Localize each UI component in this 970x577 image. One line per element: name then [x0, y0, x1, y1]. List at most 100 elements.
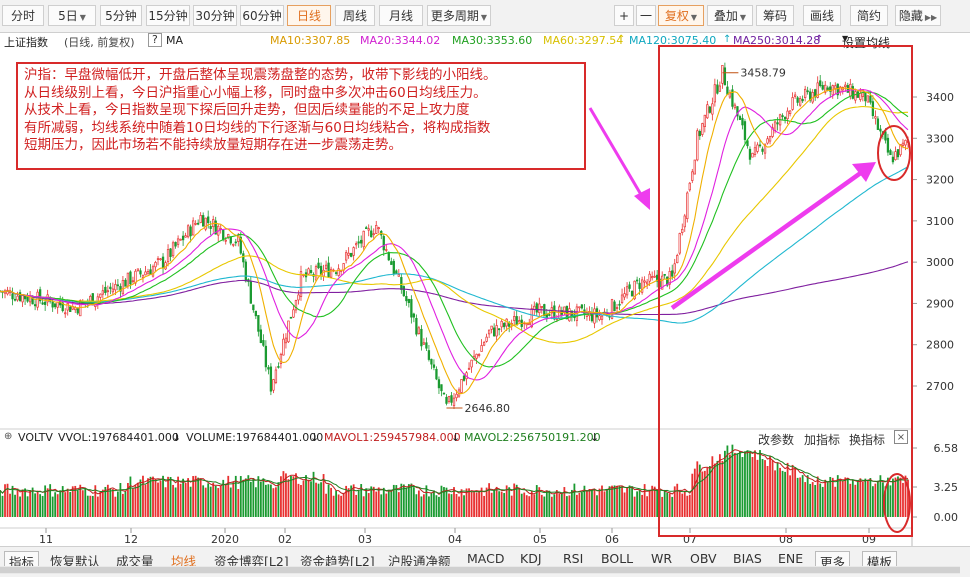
volume-bar — [448, 493, 450, 517]
tab-capital-game[interactable]: 资金博弈[L2] — [214, 554, 289, 569]
tab-restore-default[interactable]: 恢复默认 — [50, 554, 101, 569]
volume-bar — [292, 476, 295, 517]
candle-body — [806, 90, 809, 93]
candle-body — [365, 227, 368, 229]
kline-chart[interactable]: 2700 2800 2900 3000 3100 3200 3300 3400 0.00 3.2… — [0, 32, 970, 546]
tab-macd[interactable]: MACD — [467, 551, 505, 566]
simple-mode-button[interactable]: 简约 — [850, 5, 888, 26]
tab-volume[interactable]: 成交量 — [116, 554, 154, 569]
adjust-dropdown[interactable]: 复权 ▼ — [658, 5, 704, 26]
zoom-out-button[interactable]: 一 — [636, 5, 656, 26]
volume-bar — [829, 476, 832, 517]
candle-body — [793, 94, 797, 97]
volume-bar — [157, 482, 159, 517]
volume-bar — [671, 496, 674, 517]
tab-capital-trend[interactable]: 资金趋势[L2] — [300, 554, 375, 569]
candle-body — [264, 345, 268, 368]
volume-bar — [696, 461, 699, 517]
tab-ene[interactable]: ENE — [778, 551, 804, 566]
candle-body — [267, 367, 270, 370]
candle-body — [377, 227, 380, 230]
candle-body — [791, 97, 794, 110]
volume-bar — [877, 480, 879, 517]
switch-indicator-button[interactable]: 换指标 — [849, 433, 886, 447]
chart-mode: (日线, 前复权) — [64, 36, 135, 49]
candle-body — [475, 353, 478, 359]
volume-bar — [553, 494, 556, 517]
volume-bar — [729, 454, 731, 517]
candle-body — [886, 137, 890, 153]
candle-body — [515, 316, 518, 326]
close-icon[interactable]: × — [894, 430, 908, 444]
volume-bar — [576, 494, 578, 517]
horizontal-scrollbar[interactable] — [0, 566, 960, 574]
volume-bar — [149, 476, 152, 517]
candle-body — [412, 313, 416, 318]
volume-bar — [207, 483, 210, 517]
candle-body — [269, 366, 273, 392]
period-tab-monthly[interactable]: 月线 — [379, 5, 423, 26]
tab-wr[interactable]: WR — [651, 551, 673, 566]
volume-bar — [824, 479, 827, 517]
volume-bar — [275, 487, 277, 517]
period-tab-5day[interactable]: 5日 ▼ — [48, 5, 96, 26]
tab-rsi[interactable]: RSI — [563, 551, 584, 566]
overlay-dropdown[interactable]: 叠加 ▼ — [707, 5, 753, 26]
candle-body — [864, 92, 867, 102]
volume-bar — [548, 490, 551, 517]
volume-bar — [894, 477, 897, 517]
candle-body — [688, 182, 691, 191]
candle-body — [400, 277, 403, 290]
hide-button[interactable]: 隐藏 ▶▶ — [895, 5, 941, 26]
period-tab-intraday[interactable]: 分时 — [2, 5, 44, 26]
zoom-in-button[interactable]: + — [614, 5, 634, 26]
candle-body — [156, 258, 160, 261]
volume-bar — [54, 492, 57, 517]
candle-body — [819, 80, 822, 87]
tab-kdj[interactable]: KDJ — [520, 551, 542, 566]
period-tab-15min[interactable]: 15分钟 — [146, 5, 190, 26]
tab-ma[interactable]: 均线 — [171, 554, 197, 569]
candle-body — [23, 296, 27, 300]
candle-body — [633, 280, 636, 300]
tab-northbound[interactable]: 沪股通净额 — [388, 554, 451, 569]
volume-bar — [688, 494, 691, 517]
volume-bar — [144, 484, 147, 517]
volume-value: VOLUME:197684401.000 — [186, 431, 324, 444]
volume-bar — [899, 477, 902, 517]
more-periods-dropdown[interactable]: 更多周期 ▼ — [427, 5, 491, 26]
candle-body — [347, 252, 350, 256]
ma30-value: MA30:3353.60 — [452, 34, 533, 47]
help-icon[interactable]: ? — [148, 33, 162, 47]
volume-bar — [583, 485, 586, 517]
candle-body — [758, 144, 762, 147]
volume-bar — [839, 478, 842, 517]
tab-bias[interactable]: BIAS — [733, 551, 762, 566]
volume-bar — [892, 478, 894, 517]
volume-bar — [86, 495, 89, 517]
volume-bar — [425, 485, 428, 517]
volume-bar — [345, 485, 348, 517]
volume-bar — [280, 476, 282, 517]
period-tab-daily[interactable]: 日线 — [287, 5, 331, 26]
draw-line-button[interactable]: 画线 — [803, 5, 841, 26]
period-tab-60min[interactable]: 60分钟 — [240, 5, 284, 26]
period-tab-30min[interactable]: 30分钟 — [193, 5, 237, 26]
tab-boll[interactable]: BOLL — [601, 551, 634, 566]
volume-bar — [713, 463, 716, 517]
candle-body — [696, 130, 699, 161]
edit-params-button[interactable]: 改参数 — [758, 433, 795, 447]
volume-bar — [761, 459, 764, 517]
period-tab-weekly[interactable]: 周线 — [335, 5, 375, 26]
candle-body — [788, 110, 792, 114]
scrollbar-thumb[interactable] — [0, 567, 960, 573]
candle-body — [372, 233, 375, 236]
tab-obv[interactable]: OBV — [690, 551, 717, 566]
candle-body — [284, 337, 288, 344]
period-tab-5min[interactable]: 5分钟 — [100, 5, 142, 26]
candle-body — [422, 342, 426, 345]
volume-bar — [756, 459, 759, 517]
add-indicator-button[interactable]: 加指标 — [804, 433, 841, 447]
volume-bar — [438, 496, 440, 517]
chips-button[interactable]: 筹码 — [756, 5, 794, 26]
